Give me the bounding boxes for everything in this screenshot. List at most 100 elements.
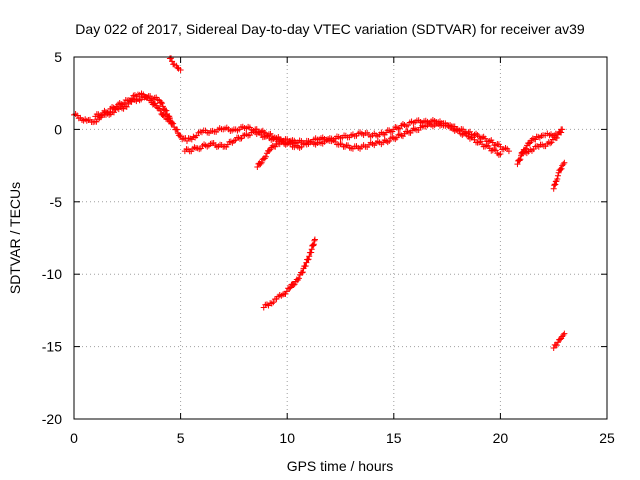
data-point [177,67,184,74]
x-tick-label: 25 [599,430,615,446]
data-point [553,342,560,349]
data-point [287,284,294,291]
data-point [83,117,90,124]
y-axis-label: SDTVAR / TECUs [7,182,23,294]
data-point [160,111,167,118]
data-point [560,161,567,168]
data-point [302,263,309,270]
data-point [159,100,166,107]
data-point [395,131,402,138]
x-tick-label: 5 [177,430,185,446]
data-point [159,103,166,110]
y-tick-label: 0 [54,121,62,137]
data-point [291,281,298,288]
data-point [310,241,317,248]
data-point [561,159,568,166]
data-point [529,135,536,142]
data-point [497,151,504,158]
data-point [526,140,533,147]
data-point [492,147,499,154]
data-point [514,161,521,168]
data-point [477,138,484,145]
data-point [547,140,554,147]
data-point [522,145,529,152]
data-point [304,256,311,263]
x-tick-label: 20 [493,430,509,446]
data-point [310,242,317,249]
data-point [517,156,524,163]
data-point [390,135,397,142]
axis-ticks: 0 5 10 15 20 25 5 0 -5 -10 -15 -20 [42,49,615,446]
data-point [450,126,457,133]
series-early-streak [166,55,184,74]
series-late-descent [550,159,568,192]
data-points [71,55,568,352]
data-point [258,159,265,166]
data-point [483,142,490,149]
data-point [308,249,315,256]
data-point [557,166,564,173]
grid-lines [74,57,607,419]
series-descending-track [260,236,318,311]
data-point [158,99,165,106]
data-point [286,285,293,292]
data-point [174,126,181,133]
data-point [82,116,89,123]
data-point [505,148,512,155]
data-point [263,301,270,308]
plot-frame [73,56,608,420]
data-point [238,135,245,142]
y-tick-label: 5 [54,49,62,65]
data-point [396,125,403,132]
data-point [299,269,306,276]
data-point [299,269,306,276]
data-point [174,64,181,71]
data-point [516,157,523,164]
x-tick-label: 15 [386,430,402,446]
series-late-low [550,330,568,352]
data-point [306,253,313,260]
data-point [272,143,279,150]
data-point [550,185,557,192]
data-point [262,153,269,160]
x-axis-label: GPS time / hours [287,458,394,474]
data-point [305,256,312,263]
series-lower-band [181,120,504,158]
data-point [176,132,183,139]
data-point [561,330,568,337]
data-point [303,259,310,266]
data-point [554,175,561,182]
data-point [279,291,286,298]
data-point [292,139,299,146]
data-point [282,290,289,297]
data-point [254,164,261,171]
data-point [552,135,559,142]
x-tick-label: 10 [279,430,295,446]
data-point [518,151,525,158]
data-point [311,236,318,243]
data-point [163,107,170,114]
data-point [560,332,567,339]
data-point [386,137,393,144]
series-upper-band [92,90,176,127]
y-tick-label: -10 [42,266,62,282]
data-point [290,282,297,289]
data-point [136,97,143,104]
data-point [72,110,79,117]
data-point [552,181,559,188]
data-point [311,237,318,244]
data-point [168,55,175,62]
data-point [207,140,214,147]
data-point [494,150,501,157]
chart-title: Day 022 of 2017, Sidereal Day-to-day VTE… [75,21,585,37]
data-point [269,142,276,149]
data-point [257,160,264,167]
data-point [308,246,315,253]
data-point [549,136,556,143]
data-point [558,165,565,172]
data-point [166,115,173,122]
data-point [283,288,290,295]
data-point [157,107,164,114]
data-point [270,299,277,306]
